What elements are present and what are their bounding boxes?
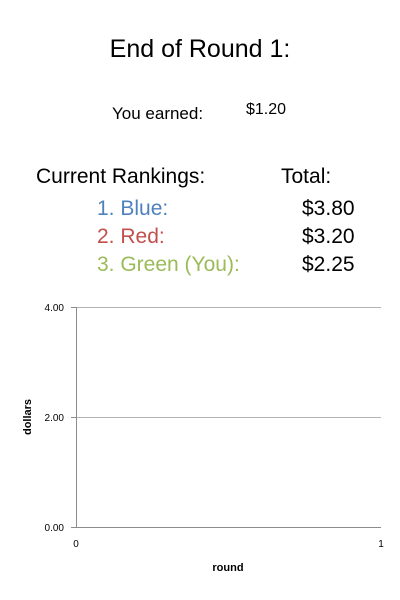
rankings-heading: Current Rankings: [36,165,206,188]
earned-value: $1.20 [246,101,287,118]
y-tick-label: 4.00 [45,303,65,314]
y-axis-label: dollars [22,399,34,435]
chart-grid [76,307,381,418]
round-title: End of Round 1: [109,35,291,63]
y-tick-label: 2.00 [45,413,65,424]
x-tick-label: 1 [378,539,384,550]
ranking-row-2: 2. Red: $3.20 [0,224,400,252]
ranking-row-3: 3. Green (You): $2.25 [0,252,400,280]
y-tick-label: 0.00 [45,523,65,534]
ranking-name-blue: 1. Blue: [97,197,169,220]
ranking-name-green: 3. Green (You): [97,253,240,276]
dollars-chart: 0.00 2.00 4.00 0 1 round dollars [22,303,385,574]
ranking-row-1: 1. Blue: $3.80 [0,196,400,224]
chart-axes [76,307,381,528]
x-axis-label: round [212,562,243,574]
ranking-total-blue: $3.80 [302,197,355,220]
x-tick-label: 0 [73,539,79,550]
ranking-total-green: $2.25 [302,253,355,276]
total-heading: Total: [281,165,332,188]
earned-label: You earned: [112,104,204,123]
ranking-total-red: $3.20 [302,225,355,248]
ranking-name-red: 2. Red: [97,225,165,248]
chart-ticks: 0.00 2.00 4.00 0 1 [45,303,385,550]
